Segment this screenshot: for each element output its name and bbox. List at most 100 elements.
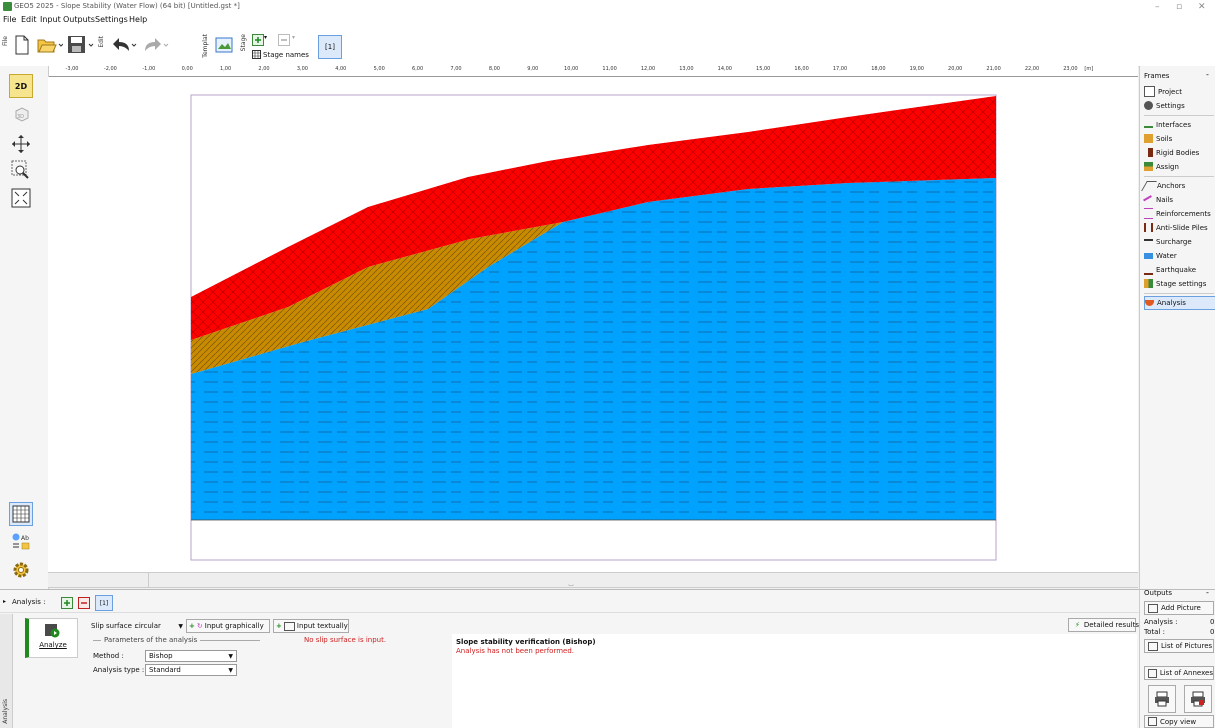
input-graphically-button[interactable]: + ↻ Input graphically	[186, 619, 270, 633]
list-of-annexes-button[interactable]: List of Annexes	[1144, 666, 1214, 680]
frame-project[interactable]: Project	[1144, 85, 1214, 98]
remove-stage-button[interactable]	[278, 34, 290, 46]
menu-file[interactable]: File	[3, 15, 17, 24]
soil-region-top[interactable]	[191, 96, 996, 340]
add-stage-dropdown[interactable]: ▾	[264, 34, 268, 41]
text-table-icon	[283, 621, 295, 631]
frame-soils[interactable]: Soils	[1144, 132, 1214, 145]
slope-model[interactable]	[48, 77, 1138, 572]
file-tab[interactable]: File	[2, 36, 9, 47]
menu-settings[interactable]: Settings	[95, 15, 128, 24]
result-title: Slope stability verification (Bishop)	[456, 638, 596, 646]
copy-view-button[interactable]: Copy view	[1144, 715, 1214, 728]
panel-arrow-icon[interactable]: ▸	[3, 598, 7, 605]
zoom-window-icon	[11, 160, 29, 179]
ruler-unit: [m]	[1084, 66, 1094, 72]
print-button[interactable]	[1148, 685, 1176, 713]
ruler-tick-label: -3,00	[65, 66, 79, 72]
stage-1-button[interactable]: [1]	[318, 35, 342, 59]
rigid-bodies-icon	[1148, 148, 1153, 157]
stage-names-button[interactable]: Stage names	[252, 50, 309, 59]
settings-button[interactable]	[9, 558, 33, 582]
method-label: Method :	[93, 652, 124, 660]
soil-region-middle[interactable]	[191, 222, 563, 374]
outputs-collapse-button[interactable]: -	[1206, 588, 1209, 597]
list-of-pictures-button[interactable]: List of Pictures	[1144, 639, 1214, 653]
slip-surface-select[interactable]: circular ▼	[135, 620, 183, 632]
frame-assign[interactable]: Assign	[1144, 160, 1214, 173]
frame-stage-settings[interactable]: Stage settings	[1144, 277, 1214, 290]
soil-region-water[interactable]	[191, 178, 996, 520]
ruler-tick-label: 11,00	[602, 66, 617, 72]
menu-input[interactable]: Input	[40, 15, 61, 24]
ruler-tick-label: 21,00	[986, 66, 1001, 72]
input-textually-button[interactable]: + Input textually	[273, 619, 349, 633]
frame-nails[interactable]: Nails	[1143, 193, 1214, 206]
ruler-tick-label: 7,00	[450, 66, 462, 72]
labels-button[interactable]: Ab	[9, 530, 33, 554]
add-stage-button[interactable]	[252, 34, 264, 46]
method-select[interactable]: Bishop ▼	[145, 650, 237, 662]
maximize-button[interactable]: ▫	[1176, 2, 1183, 12]
minimize-button[interactable]: –	[1155, 2, 1160, 12]
drawing-canvas[interactable]	[48, 77, 1138, 572]
slip-curve-icon: ↻	[196, 622, 203, 630]
detailed-results-button[interactable]: ⚡ Detailed results	[1068, 618, 1139, 632]
frame-settings[interactable]: Settings	[1144, 99, 1214, 112]
soils-icon	[1144, 134, 1153, 143]
template-tab[interactable]: Templat	[202, 34, 209, 58]
menu-outputs[interactable]: Outputs	[63, 15, 95, 24]
zoom-extents-button[interactable]	[9, 186, 33, 210]
add-picture-button[interactable]: Add Picture	[1144, 601, 1214, 615]
window-title: GEO5 2025 - Slope Stability (Water Flow)…	[14, 2, 240, 10]
frame-anchors[interactable]: Anchors	[1141, 179, 1214, 192]
menu-help[interactable]: Help	[129, 15, 148, 24]
frame-water[interactable]: Water	[1144, 249, 1214, 262]
frame-separator	[1144, 293, 1214, 294]
horizontal-scroll-strip[interactable]: ︶	[48, 572, 1138, 592]
close-button[interactable]: ✕	[1198, 2, 1206, 12]
view-3d-button[interactable]: 3D	[9, 102, 33, 126]
frame-analysis[interactable]: Analysis	[1144, 296, 1215, 310]
frame-reinforcements[interactable]: Reinforcements	[1144, 207, 1214, 220]
add-analysis-button[interactable]	[61, 597, 73, 609]
move-arrows-icon	[12, 135, 30, 153]
remove-analysis-button[interactable]	[78, 597, 90, 609]
gear-icon	[13, 562, 29, 578]
frames-collapse-button[interactable]: -	[1206, 70, 1209, 79]
grid-view-button[interactable]	[9, 502, 33, 526]
frame-anti-slide-piles[interactable]: Anti-Slide Piles	[1144, 221, 1214, 234]
zoom-window-button[interactable]	[9, 158, 33, 182]
analyze-label: Analyze	[39, 641, 67, 649]
frame-separator	[1144, 176, 1214, 177]
pan-button[interactable]	[9, 132, 33, 156]
analysis-type-select[interactable]: Standard ▼	[145, 664, 237, 676]
frame-surcharge[interactable]: Surcharge	[1144, 235, 1214, 248]
undo-icon	[113, 38, 137, 51]
save-file-button[interactable]	[66, 32, 96, 58]
frame-interfaces[interactable]: Interfaces	[1144, 118, 1214, 131]
splitter-handle[interactable]: ︶	[568, 583, 574, 592]
redo-icon	[145, 38, 169, 51]
remove-stage-dropdown[interactable]: ▾	[292, 34, 296, 41]
print-export-button[interactable]	[1184, 685, 1212, 713]
reinforcements-icon	[1144, 208, 1153, 219]
frame-earthquake[interactable]: Earthquake	[1144, 263, 1214, 276]
redo-button[interactable]	[140, 32, 170, 58]
menu-edit[interactable]: Edit	[21, 15, 37, 24]
edit-tab[interactable]: Edit	[98, 36, 105, 48]
analysis-1-tab[interactable]: [1]	[95, 595, 113, 611]
frame-rigid-bodies[interactable]: Rigid Bodies	[1144, 146, 1214, 159]
analysis-side-tab[interactable]: Analysis	[0, 614, 13, 728]
params-header-line: Parameters of the analysis	[93, 636, 261, 644]
view-2d-button[interactable]: 2D	[9, 74, 33, 98]
frame-separator	[1144, 115, 1214, 116]
template-button[interactable]	[214, 34, 236, 56]
undo-button[interactable]	[108, 32, 138, 58]
ruler-tick-label: 6,00	[412, 66, 424, 72]
open-file-button[interactable]	[36, 32, 64, 58]
analysis-type-value: Standard	[149, 666, 181, 674]
new-file-button[interactable]	[12, 32, 32, 58]
analyze-button[interactable]: Analyze	[25, 618, 78, 658]
stage-tab[interactable]: Stage	[240, 34, 247, 52]
